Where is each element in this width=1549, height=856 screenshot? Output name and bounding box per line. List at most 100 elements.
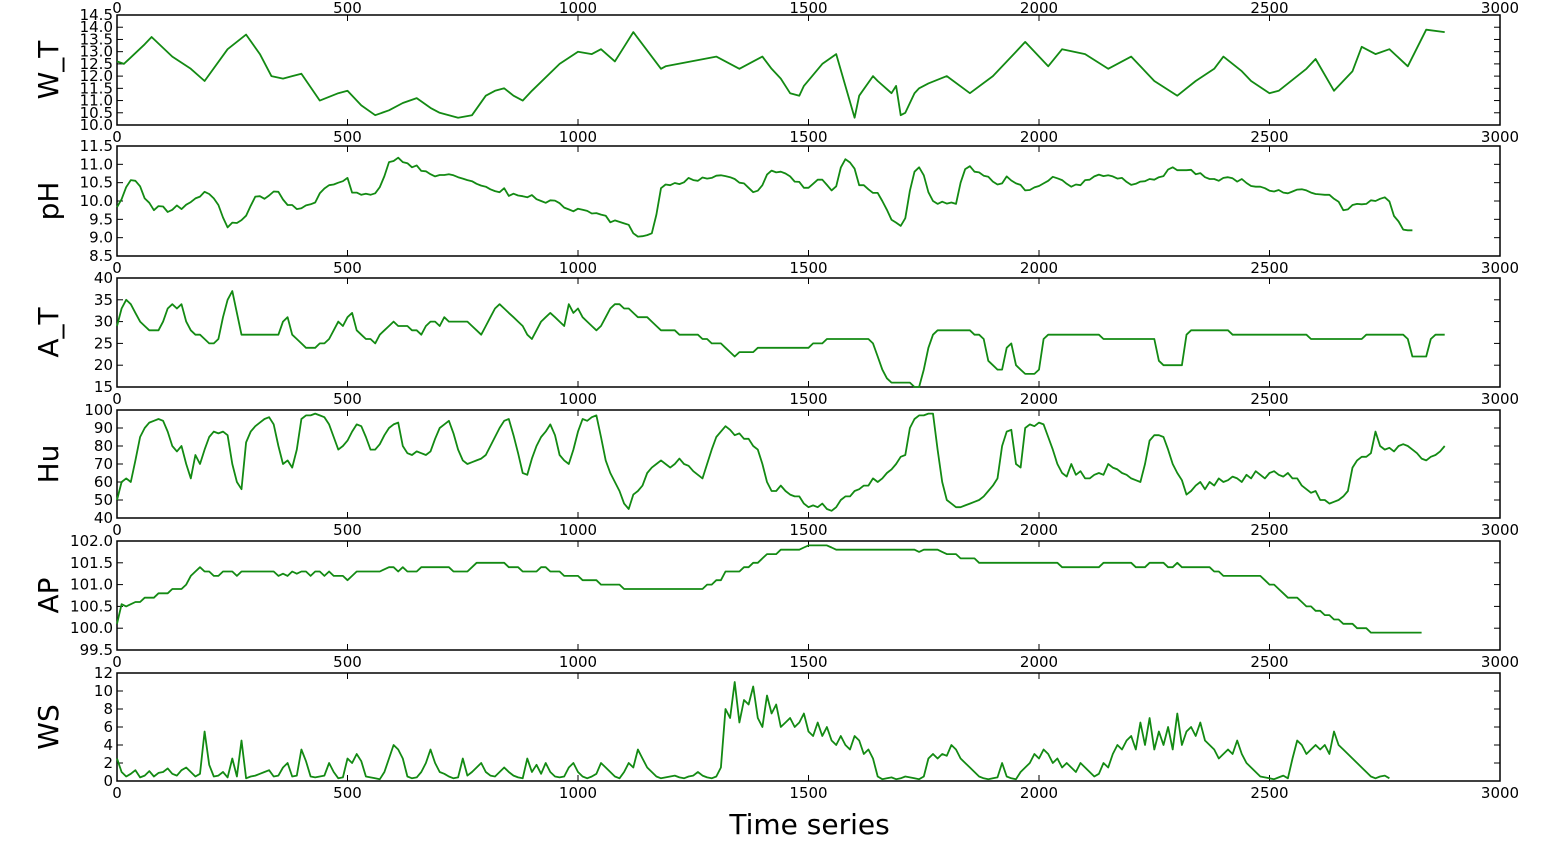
y-tick-label: 9.5 <box>89 210 113 228</box>
x-tick-label: 2500 <box>1250 784 1288 802</box>
y-tick-label: 12.5 <box>80 55 113 73</box>
x-tick-label-top: 0 <box>112 0 122 17</box>
series-line-ap <box>116 544 1422 634</box>
y-axis-label: AP <box>32 577 65 613</box>
y-tick-label: 12.0 <box>80 67 113 85</box>
x-tick-label: 0 <box>112 390 122 408</box>
y-tick-label: 13.0 <box>80 43 113 61</box>
x-tick-label-top: 2000 <box>1020 0 1058 17</box>
x-tick-label: 2000 <box>1020 653 1058 671</box>
y-tick-label: 2 <box>103 754 113 772</box>
y-axis-label: Hu <box>32 445 65 484</box>
x-tick-label: 3000 <box>1481 390 1519 408</box>
y-tick-label: 8.5 <box>89 247 113 265</box>
x-tick-label: 500 <box>333 653 362 671</box>
y-tick-label: 60 <box>94 473 113 491</box>
y-tick-label: 11.0 <box>80 155 113 173</box>
x-tick-label-top: 3000 <box>1481 0 1519 17</box>
series-line-a-t <box>116 290 1445 388</box>
y-tick-label: 11.5 <box>80 79 113 97</box>
x-tick-label: 2000 <box>1020 128 1058 146</box>
y-tick-label: 102.0 <box>70 532 113 550</box>
x-tick-label: 3000 <box>1481 128 1519 146</box>
x-tick-label: 1000 <box>559 521 597 539</box>
y-tick-label: 4 <box>103 736 113 754</box>
y-tick-label: 15 <box>94 378 113 396</box>
y-tick-label: 101.0 <box>70 576 113 594</box>
y-tick-label: 8 <box>103 700 113 718</box>
y-tick-label: 12 <box>94 664 113 682</box>
y-tick-label: 50 <box>94 491 113 509</box>
x-tick-label: 500 <box>333 521 362 539</box>
x-tick-label-top: 1500 <box>789 0 827 17</box>
y-tick-label: 9.0 <box>89 229 113 247</box>
x-tick-label-top: 1000 <box>559 0 597 17</box>
x-tick-label: 2500 <box>1250 259 1288 277</box>
series-line-ws <box>116 681 1390 781</box>
x-tick-label: 3000 <box>1481 259 1519 277</box>
subplot-a-t: 15 20 25 30 35 40 0 500 1000 1500 2000 2500 3000 A_T <box>32 269 1519 408</box>
y-tick-label: 0 <box>103 772 113 790</box>
y-axis-label: A_T <box>32 306 65 357</box>
x-tick-label: 1000 <box>559 259 597 277</box>
x-tick-label: 2000 <box>1020 521 1058 539</box>
x-tick-label: 0 <box>112 521 122 539</box>
x-tick-label: 3000 <box>1481 784 1519 802</box>
x-tick-label: 0 <box>112 259 122 277</box>
x-tick-label: 500 <box>333 390 362 408</box>
y-tick-label: 10.0 <box>80 116 113 134</box>
x-tick-label: 2500 <box>1250 390 1288 408</box>
x-tick-label: 2500 <box>1250 128 1288 146</box>
series-line-ph <box>116 156 1413 238</box>
y-tick-label: 10 <box>94 682 113 700</box>
y-tick-label: 70 <box>94 455 113 473</box>
y-tick-label: 40 <box>94 269 113 287</box>
y-tick-label: 20 <box>94 356 113 374</box>
x-tick-label: 0 <box>112 784 122 802</box>
y-tick-label: 40 <box>94 509 113 527</box>
x-tick-label: 2000 <box>1020 259 1058 277</box>
x-tick-label: 1000 <box>559 390 597 408</box>
plot-frame <box>116 672 1501 782</box>
y-tick-label: 10.0 <box>80 192 113 210</box>
y-tick-label: 100.5 <box>70 597 113 615</box>
y-tick-label: 14.5 <box>80 6 113 24</box>
y-axis-label: W_T <box>32 40 65 100</box>
y-tick-label: 10.5 <box>80 174 113 192</box>
y-tick-label: 6 <box>103 718 113 736</box>
y-tick-label: 14.0 <box>80 18 113 36</box>
y-tick-label: 11.0 <box>80 92 113 110</box>
x-tick-label: 2000 <box>1020 390 1058 408</box>
y-tick-label: 11.5 <box>80 137 113 155</box>
x-tick-label: 0 <box>112 653 122 671</box>
x-tick-label: 500 <box>333 128 362 146</box>
y-tick-label: 100.0 <box>70 619 113 637</box>
x-tick-label-top: 500 <box>333 0 362 17</box>
y-tick-label: 30 <box>94 313 113 331</box>
y-tick-label: 90 <box>94 419 113 437</box>
y-tick-label: 35 <box>94 291 113 309</box>
series-line-hu <box>116 412 1446 512</box>
x-tick-label: 1500 <box>789 521 827 539</box>
plot-frame <box>116 145 1501 257</box>
x-axis-title: Time series <box>729 808 890 841</box>
y-tick-label: 80 <box>94 437 113 455</box>
x-tick-label: 500 <box>333 784 362 802</box>
plot-frame <box>116 540 1501 651</box>
y-tick-label: 10.5 <box>80 104 113 122</box>
x-tick-label: 1500 <box>789 259 827 277</box>
x-tick-label: 1000 <box>559 653 597 671</box>
x-tick-label: 500 <box>333 259 362 277</box>
subplot-ph: 8.59.09.510.010.511.011.5 0 500 1000 1500 200… <box>32 137 1519 277</box>
series-line-w-t <box>116 28 1445 119</box>
x-tick-label: 1500 <box>789 128 827 146</box>
x-tick-label: 0 <box>112 128 122 146</box>
x-tick-label-top: 2500 <box>1250 0 1288 17</box>
x-tick-label: 3000 <box>1481 521 1519 539</box>
plot-frame <box>116 409 1501 519</box>
x-tick-label: 2500 <box>1250 521 1288 539</box>
y-axis-label: pH <box>32 182 65 221</box>
y-tick-label: 101.5 <box>70 554 113 572</box>
